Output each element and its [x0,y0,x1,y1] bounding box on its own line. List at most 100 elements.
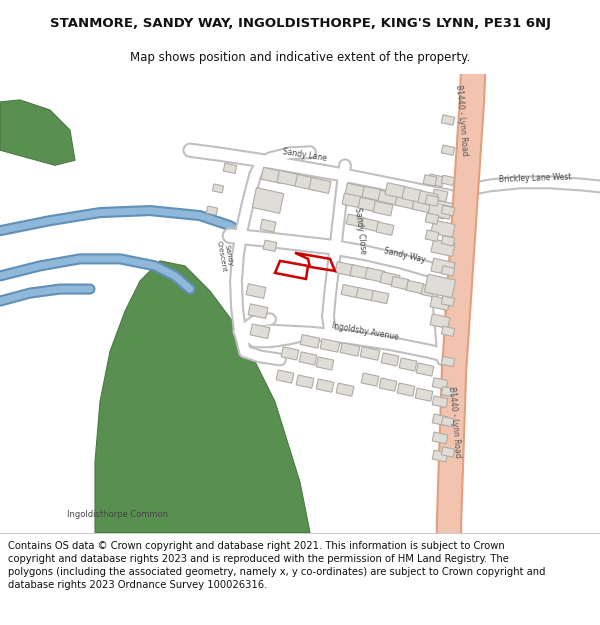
Bar [379,378,397,391]
Bar [432,396,448,408]
Bar [430,314,450,329]
Bar [299,352,317,365]
Bar [345,183,365,198]
Bar [341,284,359,298]
Bar [391,276,409,289]
Bar [432,450,448,462]
Bar [350,264,370,279]
Bar [431,239,455,256]
Bar [277,171,299,186]
Bar [248,304,268,319]
Bar [418,191,438,206]
Bar [281,347,299,360]
Text: Sandy Close: Sandy Close [353,207,367,254]
Bar [346,214,364,228]
Bar [441,175,455,186]
Bar [336,383,354,396]
Bar [246,284,266,298]
Text: Contains OS data © Crown copyright and database right 2021. This information is : Contains OS data © Crown copyright and d… [8,541,545,590]
Bar [360,347,380,360]
Bar [263,240,277,251]
Bar [412,198,432,213]
Bar [300,334,320,348]
Bar [397,383,415,396]
Bar [402,187,422,202]
Bar [385,182,405,198]
Bar [421,284,439,298]
Bar [335,262,355,276]
Bar [376,222,394,235]
Bar [431,220,455,238]
Bar [432,414,448,426]
Text: Sandy
Crescent: Sandy Crescent [216,239,234,272]
Bar [373,201,393,216]
Bar [295,174,317,191]
Bar [415,388,433,401]
Bar [441,236,455,246]
Bar [441,206,455,216]
Bar [371,291,389,304]
Bar [378,190,398,205]
Bar [416,363,434,376]
Text: Sandy Lane: Sandy Lane [282,148,328,163]
Bar [356,288,374,301]
Bar [406,281,424,294]
Bar [423,175,437,186]
Polygon shape [95,261,310,532]
Bar [296,375,314,388]
Bar [358,198,378,212]
Text: Map shows position and indicative extent of the property.: Map shows position and indicative extent… [130,51,470,64]
Bar [365,268,385,282]
Bar [432,432,448,444]
Bar [425,195,439,206]
Bar [316,357,334,370]
Text: B1440 - Lynn Road: B1440 - Lynn Road [454,84,470,156]
Text: Brickley Lane West: Brickley Lane West [499,173,571,184]
Text: Ingoldisthorpe Common: Ingoldisthorpe Common [67,510,169,519]
Bar [424,274,455,298]
Bar [441,386,455,397]
Bar [380,272,400,286]
Bar [441,266,455,276]
Bar [362,186,382,201]
Bar [425,230,439,241]
Text: Ingoldsby Avenue: Ingoldsby Avenue [331,321,399,342]
Bar [252,188,284,213]
Bar [432,189,448,202]
Text: Sandy Way: Sandy Way [383,247,427,265]
Bar [316,379,334,392]
Bar [361,373,379,386]
Bar [212,184,224,193]
Bar [430,296,450,311]
Bar [206,206,218,215]
Bar [441,145,455,156]
Bar [441,296,455,306]
Bar [432,378,448,389]
Bar [260,219,276,232]
Bar [361,218,379,231]
Bar [395,194,415,209]
Bar [441,356,455,367]
Text: STANMORE, SANDY WAY, INGOLDISTHORPE, KING'S LYNN, PE31 6NJ: STANMORE, SANDY WAY, INGOLDISTHORPE, KIN… [49,17,551,30]
Bar [441,326,455,336]
Bar [340,342,360,356]
Bar [342,193,362,208]
Bar [381,353,399,366]
Bar [441,115,455,125]
Bar [399,358,417,371]
Bar [430,206,446,219]
Bar [441,447,455,458]
Bar [261,168,283,183]
Polygon shape [0,100,75,165]
Bar [309,177,331,193]
Bar [441,417,455,427]
Bar [320,339,340,352]
Bar [276,370,294,383]
Bar [428,174,444,187]
Bar [425,213,439,224]
Bar [431,258,455,276]
Bar [428,202,452,219]
Text: B1440 - Lynn Road: B1440 - Lynn Road [448,386,463,458]
Bar [223,163,237,174]
Bar [250,324,270,339]
